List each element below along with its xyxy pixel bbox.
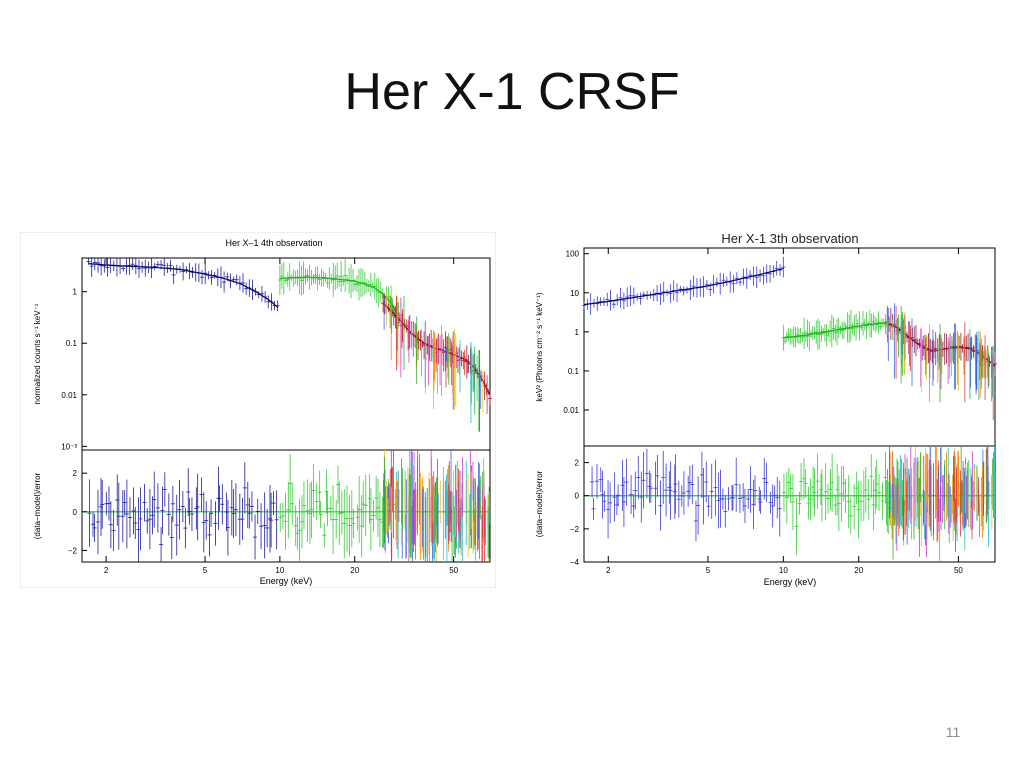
high-energy-groups <box>887 303 994 421</box>
x-tick-label: 10 <box>275 566 284 575</box>
x-tick-label: 2 <box>606 566 611 575</box>
series-1 <box>582 256 786 315</box>
y-tick-label: 2 <box>73 469 78 478</box>
residual-series-2 <box>781 451 905 556</box>
bottom-panel-frame <box>583 445 996 563</box>
residual-high-energy <box>383 450 490 562</box>
x-tick-label: 10 <box>779 566 788 575</box>
page-number: 11 <box>945 724 961 740</box>
model-line <box>583 267 784 306</box>
y-tick-label: 0 <box>575 492 580 501</box>
y-tick-label: 10 <box>570 289 579 298</box>
slide-title: Her X-1 CRSF <box>344 63 680 121</box>
high-energy-groups <box>383 285 488 433</box>
residual-high-energy <box>887 446 995 562</box>
y-tick-label: 0.1 <box>568 367 580 376</box>
bottom-panel-frame <box>81 449 491 563</box>
y-tick-label: 10⁻³ <box>61 442 77 451</box>
x-axis-label: Energy (keV) <box>260 576 313 586</box>
x-tick-label: 50 <box>954 566 963 575</box>
model-line <box>279 276 400 316</box>
y-tick-label: −2 <box>570 525 580 534</box>
y-tick-label: 0.01 <box>61 391 77 400</box>
y-tick-label: 1 <box>73 288 78 297</box>
y-tick-label: −4 <box>570 558 580 567</box>
y-tick-label: 0.1 <box>66 339 78 348</box>
residual-series-1 <box>590 448 782 542</box>
x-axis-label: Energy (keV) <box>764 577 817 587</box>
series-1 <box>86 258 280 312</box>
model-line <box>783 322 888 339</box>
y-tick-label: 100 <box>566 250 580 259</box>
x-tick-label: 50 <box>449 566 458 575</box>
y-tick-label: 0.01 <box>563 406 579 415</box>
residual-series-2 <box>278 453 399 562</box>
x-tick-label: 5 <box>706 566 711 575</box>
y-axis-label-bottom: (data−model)/error <box>33 472 42 539</box>
x-tick-label: 2 <box>104 566 109 575</box>
y-tick-label: 2 <box>575 459 580 468</box>
residual-series-1 <box>87 462 279 562</box>
y-axis-label-top: normalized counts s⁻¹ keV⁻¹ <box>33 303 42 404</box>
y-tick-label: 1 <box>575 328 580 337</box>
y-axis-label-bottom: (data−model)/error <box>535 470 544 537</box>
model-line <box>88 263 279 308</box>
x-tick-label: 20 <box>350 566 359 575</box>
x-tick-label: 20 <box>854 566 863 575</box>
series-2 <box>781 309 890 351</box>
x-tick-label: 5 <box>203 566 208 575</box>
chart-title: Her X-1 3th observation <box>721 231 858 246</box>
y-tick-label: 0 <box>73 508 78 517</box>
series-2 <box>277 259 401 329</box>
y-tick-label: −2 <box>68 546 78 555</box>
y-axis-label-top: keV² (Photons cm⁻² s⁻¹ keV⁻¹) <box>535 292 544 401</box>
chart-title: Her X–1 4th observation <box>225 238 322 248</box>
